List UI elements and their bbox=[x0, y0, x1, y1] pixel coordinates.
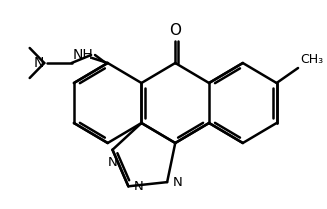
Text: NH: NH bbox=[72, 48, 93, 62]
Text: N: N bbox=[134, 180, 144, 193]
Text: O: O bbox=[169, 23, 181, 38]
Text: CH₃: CH₃ bbox=[300, 53, 323, 66]
Text: N: N bbox=[173, 176, 183, 189]
Text: N: N bbox=[108, 156, 117, 169]
Text: N: N bbox=[34, 56, 44, 70]
